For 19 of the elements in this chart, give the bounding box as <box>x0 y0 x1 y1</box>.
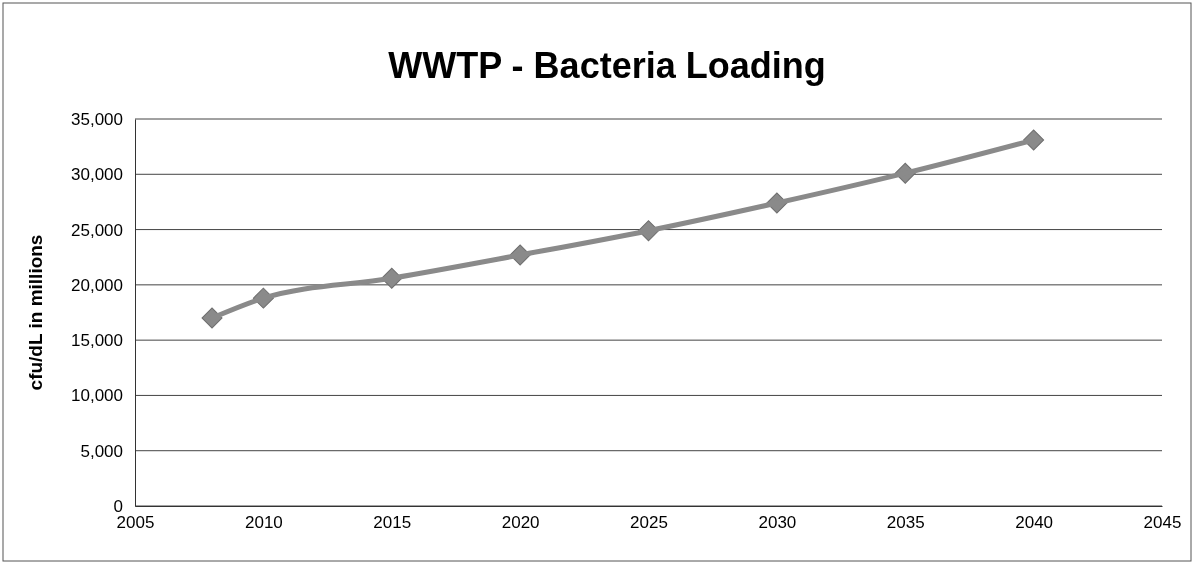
x-tick-label: 2010 <box>244 513 283 533</box>
y-tick-label: 5,000 <box>80 441 123 461</box>
x-tick-label: 2020 <box>501 513 540 533</box>
x-tick-label: 2005 <box>116 513 155 533</box>
x-tick-label: 2040 <box>1015 513 1054 533</box>
x-tick-label: 2025 <box>630 513 668 533</box>
x-tick-label: 2030 <box>758 513 797 533</box>
y-tick-label: 30,000 <box>71 165 123 185</box>
y-axis-title: cfu/dL in millions <box>25 234 46 391</box>
x-tick-label: 2035 <box>886 513 925 533</box>
y-tick-label: 25,000 <box>71 220 123 240</box>
y-tick-label: 0 <box>113 496 123 516</box>
y-tick-label: 35,000 <box>71 109 123 129</box>
y-tick-label: 10,000 <box>71 386 123 406</box>
x-tick-label: 2015 <box>373 513 412 533</box>
y-tick-label: 20,000 <box>71 275 123 295</box>
x-tick-label: 2045 <box>1143 513 1182 533</box>
y-tick-label: 15,000 <box>71 331 123 351</box>
chart-title: WWTP - Bacteria Loading <box>388 45 826 86</box>
